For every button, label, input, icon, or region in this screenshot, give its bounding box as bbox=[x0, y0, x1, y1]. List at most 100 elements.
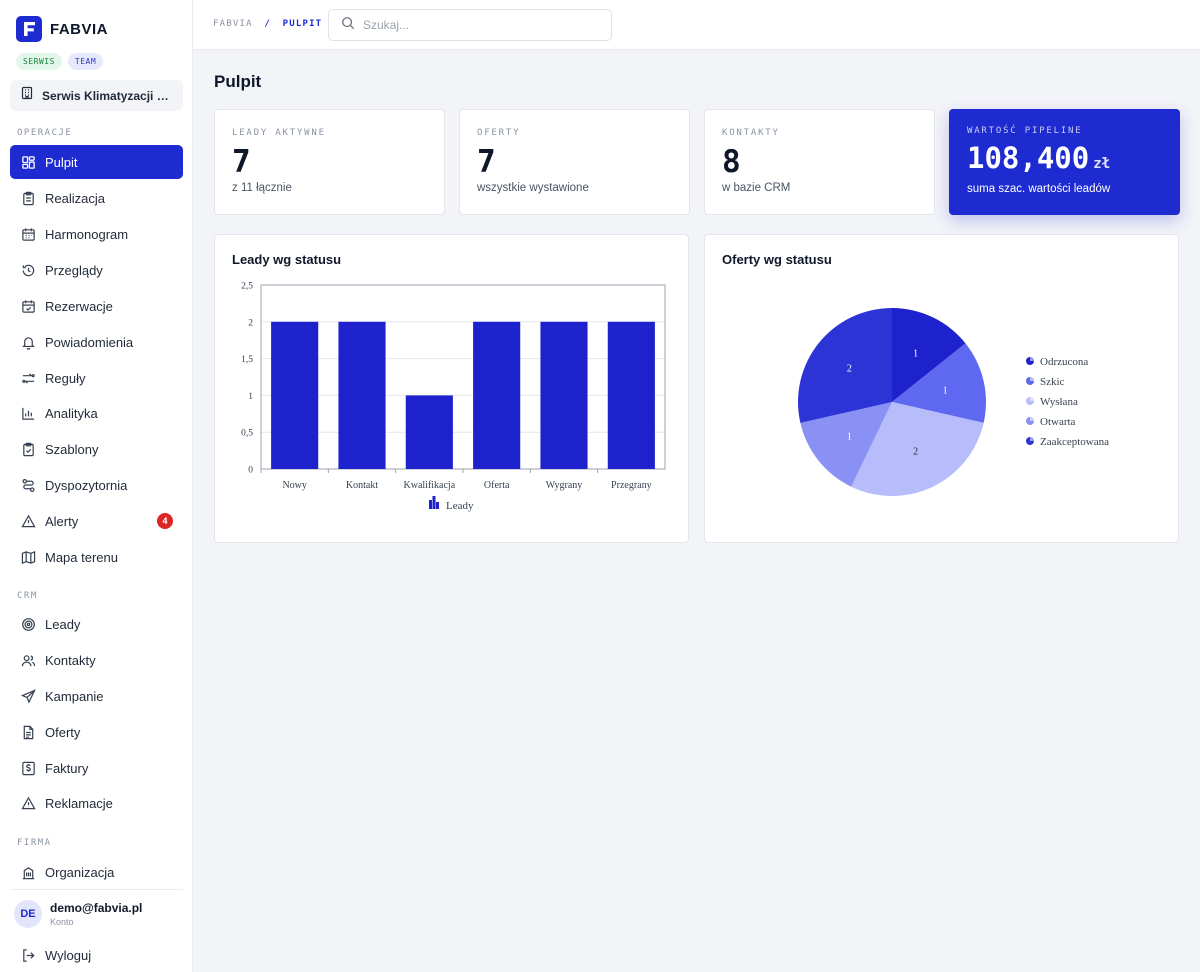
stat-sub: w bazie CRM bbox=[722, 182, 791, 194]
legend-label: Otwarta bbox=[1040, 416, 1076, 428]
organization-name: Serwis Klimatyzacji KLI... bbox=[42, 88, 177, 103]
bar bbox=[473, 321, 521, 469]
slice-label: 2 bbox=[913, 447, 918, 458]
brand[interactable]: FABVIA bbox=[16, 16, 108, 42]
dashboard-icon bbox=[20, 154, 36, 170]
sidebar-item-harmonogram[interactable]: Harmonogram bbox=[10, 217, 183, 251]
sidebar-item-alerty[interactable]: Alerty 4 bbox=[10, 504, 183, 538]
legend-item: Wysłana bbox=[1026, 396, 1078, 408]
stat-sub: z 11 łącznie bbox=[232, 182, 292, 194]
slice-label: 2 bbox=[847, 364, 852, 375]
building-icon bbox=[20, 86, 34, 105]
legend-label: Wysłana bbox=[1040, 396, 1078, 408]
sidebar-item-przeglady[interactable]: Przeglądy bbox=[10, 253, 183, 287]
sidebar-item-dyspozytornia[interactable]: Dyspozytornia bbox=[10, 468, 183, 502]
search-icon bbox=[341, 16, 355, 35]
pie-slice bbox=[851, 402, 984, 496]
sidebar-item-reguly[interactable]: Reguły bbox=[10, 361, 183, 395]
building-icon bbox=[20, 864, 36, 880]
slice-label: 1 bbox=[847, 431, 852, 442]
sidebar-item-reklamacje[interactable]: Reklamacje bbox=[10, 786, 183, 820]
stat-card-pipeline[interactable]: WARTOŚĆ PIPELINE 108,400 zł suma szac. wa… bbox=[949, 109, 1180, 215]
sidebar-item-kampanie[interactable]: Kampanie bbox=[10, 679, 183, 713]
legend-swatch-wedge bbox=[1030, 397, 1034, 401]
y-tick-label: 0 bbox=[248, 466, 253, 476]
sidebar-item-szablony[interactable]: Szablony bbox=[10, 432, 183, 466]
breadcrumb-separator: / bbox=[264, 19, 271, 29]
search-box[interactable] bbox=[328, 9, 612, 41]
sidebar-item-label: Szablony bbox=[45, 441, 99, 457]
stat-label: KONTAKTY bbox=[722, 128, 780, 138]
sidebar-item-label: Kontakty bbox=[45, 652, 96, 668]
invoice-icon bbox=[20, 760, 36, 776]
section-firma: FIRMA bbox=[17, 838, 52, 848]
slice-label: 1 bbox=[943, 385, 948, 396]
sidebar-item-faktury[interactable]: Faktury bbox=[10, 751, 183, 785]
sidebar-item-mapa-terenu[interactable]: Mapa terenu bbox=[10, 540, 183, 574]
organization-switcher[interactable]: Serwis Klimatyzacji KLI... bbox=[10, 80, 183, 111]
logout-button[interactable]: Wyloguj bbox=[10, 938, 183, 972]
panel-title: Leady wg statusu bbox=[232, 252, 342, 267]
bar bbox=[405, 395, 453, 469]
stat-card-kontakty[interactable]: KONTAKTY 8 w bazie CRM bbox=[704, 109, 935, 215]
brand-name: FABVIA bbox=[50, 20, 109, 38]
y-tick-label: 1 bbox=[248, 392, 253, 402]
stat-card-leady[interactable]: LEADY AKTYWNE 7 z 11 łącznie bbox=[214, 109, 445, 215]
alerts-count-badge: 4 bbox=[157, 513, 173, 529]
breadcrumb-root[interactable]: FABVIA bbox=[213, 19, 253, 29]
stat-label: OFERTY bbox=[477, 128, 521, 138]
offers-pie-chart: 1 1 2 1 2 Odrzucona Szkic Wysłana Otwarta Zaakcep… bbox=[798, 308, 1109, 496]
search-input[interactable] bbox=[363, 18, 593, 32]
bell-icon bbox=[20, 334, 36, 350]
y-tick-label: 2,5 bbox=[241, 282, 253, 292]
sidebar-item-label: Organizacja bbox=[45, 864, 115, 880]
sidebar-item-label: Kampanie bbox=[45, 688, 104, 704]
sidebar-item-label: Analityka bbox=[45, 405, 98, 421]
legend-label: Leady bbox=[446, 500, 474, 512]
stat-label: WARTOŚĆ PIPELINE bbox=[967, 126, 1083, 136]
section-crm: CRM bbox=[17, 591, 38, 601]
sidebar-item-leady[interactable]: Leady bbox=[10, 607, 183, 641]
legend-swatch bbox=[429, 500, 432, 509]
divider bbox=[10, 889, 183, 890]
leads-bar-chart: 0 0,5 1 1,5 2 2,5 Nowy Kontakt Kwalifikacja Ofert… bbox=[241, 282, 666, 512]
stat-sub: wszystkie wystawione bbox=[477, 182, 589, 194]
sidebar-item-kontakty[interactable]: Kontakty bbox=[10, 643, 183, 677]
pie-slice bbox=[800, 402, 892, 487]
x-tick-label: Przegrany bbox=[611, 480, 652, 491]
sidebar-item-analityka[interactable]: Analityka bbox=[10, 396, 183, 430]
sidebar-item-label: Realizacja bbox=[45, 190, 105, 206]
x-tick-label: Nowy bbox=[282, 480, 306, 491]
sidebar-item-label: Dyspozytornia bbox=[45, 477, 128, 493]
sidebar-item-rezerwacje[interactable]: Rezerwacje bbox=[10, 289, 183, 323]
stat-card-oferty[interactable]: OFERTY 7 wszystkie wystawione bbox=[459, 109, 690, 215]
sidebar-item-label: Powiadomienia bbox=[45, 334, 134, 350]
bar bbox=[540, 321, 588, 469]
sidebar-item-label: Alerty bbox=[45, 513, 79, 529]
map-icon bbox=[20, 549, 36, 565]
breadcrumb: FABVIA / PULPIT bbox=[213, 19, 322, 29]
chart-legend: Leady bbox=[429, 496, 474, 512]
legend-swatch-wedge bbox=[1030, 357, 1034, 361]
plot-frame bbox=[260, 284, 666, 470]
slice-label: 1 bbox=[913, 348, 918, 359]
sidebar-item-pulpit[interactable]: Pulpit bbox=[10, 145, 183, 179]
chip-serwis: SERWIS bbox=[16, 53, 62, 70]
sidebar-item-realizacja[interactable]: Realizacja bbox=[10, 181, 183, 215]
sidebar-item-organizacja[interactable]: Organizacja bbox=[10, 855, 183, 889]
calendar-icon bbox=[20, 226, 36, 242]
logout-icon bbox=[20, 947, 36, 963]
sidebar-item-label: Leady bbox=[45, 616, 81, 632]
sidebar-item-oferty[interactable]: Oferty bbox=[10, 715, 183, 749]
sidebar-item-label: Oferty bbox=[45, 724, 81, 740]
legend-item: Odrzucona bbox=[1026, 356, 1088, 368]
legend-swatch bbox=[432, 496, 436, 509]
plan-chips: SERWIS TEAM bbox=[16, 53, 104, 70]
y-tick-label: 0,5 bbox=[241, 429, 253, 439]
sidebar-item-powiadomienia[interactable]: Powiadomienia bbox=[10, 325, 183, 359]
section-operacje: OPERACJE bbox=[17, 128, 73, 138]
rules-icon bbox=[20, 370, 36, 386]
user-account[interactable]: DE demo@fabvia.pl Konto bbox=[14, 900, 142, 928]
y-tick-label: 1,5 bbox=[241, 355, 253, 365]
avatar: DE bbox=[14, 900, 42, 928]
